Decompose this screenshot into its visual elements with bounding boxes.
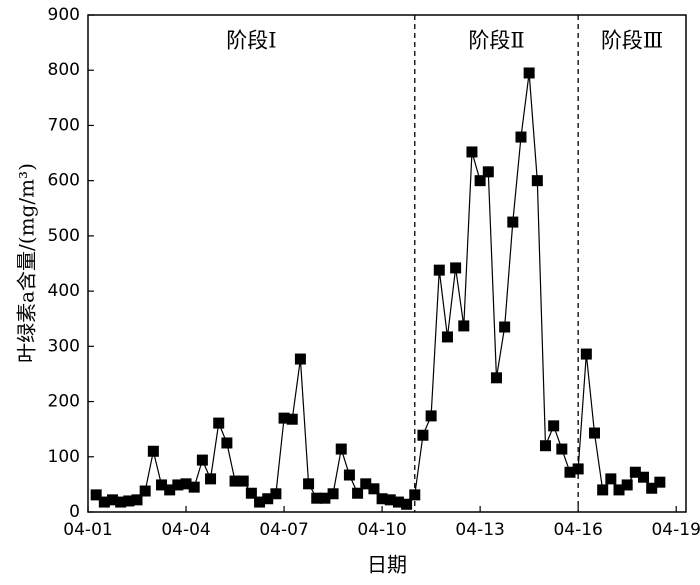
data-point xyxy=(229,475,241,487)
data-point xyxy=(196,454,208,466)
data-point xyxy=(131,494,143,506)
data-point xyxy=(139,485,151,497)
x-tick-label: 04-10 xyxy=(357,520,406,540)
data-point xyxy=(384,494,396,506)
data-point xyxy=(294,353,306,365)
data-point xyxy=(556,443,568,455)
data-point xyxy=(303,478,315,490)
data-point xyxy=(621,479,633,491)
data-point xyxy=(499,321,511,333)
y-tick-label: 500 xyxy=(48,226,80,246)
data-point xyxy=(335,443,347,455)
data-point xyxy=(262,493,274,505)
data-point xyxy=(605,473,617,485)
data-point xyxy=(589,427,601,439)
data-point xyxy=(319,492,331,504)
data-point xyxy=(147,445,159,457)
y-tick-label: 300 xyxy=(48,336,80,356)
data-point xyxy=(123,495,135,507)
y-tick-label: 0 xyxy=(69,502,80,522)
data-point xyxy=(629,466,641,478)
data-point xyxy=(638,471,650,483)
data-point xyxy=(482,166,494,178)
data-point xyxy=(654,476,666,488)
data-point xyxy=(245,487,257,499)
x-tick-label: 04-07 xyxy=(259,520,308,540)
data-point xyxy=(270,488,282,500)
data-point xyxy=(507,216,519,228)
data-point xyxy=(458,320,470,332)
data-point xyxy=(531,175,543,187)
y-tick-label: 400 xyxy=(48,281,80,301)
data-point xyxy=(368,483,380,495)
x-tick-label: 04-01 xyxy=(63,520,112,540)
y-tick-label: 100 xyxy=(48,447,80,467)
data-point xyxy=(409,489,421,501)
x-tick-label: 04-16 xyxy=(553,520,602,540)
data-point xyxy=(597,484,609,496)
data-point xyxy=(441,331,453,343)
data-point xyxy=(98,496,110,508)
data-point xyxy=(539,440,551,452)
data-point xyxy=(564,466,576,478)
data-point xyxy=(343,469,355,481)
y-tick-label: 200 xyxy=(48,392,80,412)
data-point xyxy=(515,131,527,143)
data-point xyxy=(572,463,584,475)
data-point xyxy=(286,413,298,425)
data-point xyxy=(156,479,168,491)
data-point xyxy=(90,489,102,501)
data-point xyxy=(490,372,502,384)
data-point xyxy=(164,484,176,496)
y-tick-label: 600 xyxy=(48,171,80,191)
stage-label: 阶段Ⅱ xyxy=(468,29,524,53)
data-point xyxy=(115,496,127,508)
x-tick-label: 04-13 xyxy=(455,520,504,540)
x-tick-label: 04-04 xyxy=(161,520,210,540)
data-point xyxy=(376,493,388,505)
data-point xyxy=(360,478,372,490)
y-tick-label: 900 xyxy=(48,5,80,25)
data-point xyxy=(107,494,119,506)
data-line xyxy=(95,72,661,505)
data-point xyxy=(548,420,560,432)
data-point xyxy=(466,146,478,158)
data-point xyxy=(646,482,658,494)
x-axis-label: 日期 xyxy=(367,553,407,577)
data-point xyxy=(613,484,625,496)
y-axis-label: 叶绿素a含量/(mg/m³) xyxy=(15,163,39,363)
data-point xyxy=(352,487,364,499)
stage-label: 阶段Ⅲ xyxy=(601,29,663,53)
data-point xyxy=(474,175,486,187)
data-point xyxy=(205,473,217,485)
data-point xyxy=(327,488,339,500)
data-point xyxy=(450,262,462,274)
data-point xyxy=(213,417,225,429)
y-tick-label: 700 xyxy=(48,115,80,135)
x-tick-label: 04-19 xyxy=(651,520,700,540)
stage-label: 阶段Ⅰ xyxy=(226,29,276,53)
data-point xyxy=(417,429,429,441)
y-tick-label: 800 xyxy=(48,60,80,80)
data-point xyxy=(401,498,413,510)
plot-frame xyxy=(87,14,687,513)
data-point xyxy=(180,478,192,490)
data-point xyxy=(254,496,266,508)
data-point xyxy=(311,492,323,504)
data-point xyxy=(523,67,535,79)
data-point xyxy=(580,348,592,360)
data-point xyxy=(237,475,249,487)
data-point xyxy=(188,481,200,493)
data-point xyxy=(172,479,184,491)
data-point xyxy=(392,496,404,508)
data-point xyxy=(221,437,233,449)
data-point xyxy=(278,412,290,424)
data-point xyxy=(433,264,445,276)
data-point xyxy=(425,410,437,422)
